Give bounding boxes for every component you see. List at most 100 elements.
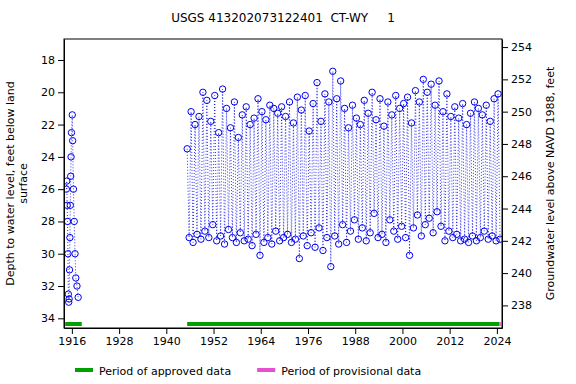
data-point <box>310 100 316 106</box>
tick-label: 250 <box>511 106 532 119</box>
data-point <box>298 107 304 113</box>
data-point <box>389 112 395 118</box>
data-point <box>314 79 320 85</box>
data-point <box>343 239 349 245</box>
tick: 1964 <box>247 328 275 348</box>
data-point <box>367 230 373 236</box>
data-point <box>420 76 426 82</box>
data-point <box>74 283 80 289</box>
data-point <box>357 121 363 127</box>
data-point <box>324 234 330 240</box>
data-point <box>265 234 271 240</box>
data-point <box>335 241 341 247</box>
data-point <box>416 99 422 105</box>
data-point <box>412 87 418 93</box>
data-point <box>290 120 296 126</box>
tick: 2012 <box>436 328 464 348</box>
tick: 1976 <box>294 328 322 348</box>
data-point <box>345 125 351 131</box>
tick-mark <box>502 112 508 113</box>
data-point <box>353 115 359 121</box>
tick-label: 30 <box>41 248 55 261</box>
data-point <box>434 209 440 215</box>
data-point <box>269 241 275 247</box>
data-point <box>231 99 237 105</box>
data-point <box>398 223 404 229</box>
data-point <box>235 134 241 140</box>
axis-line <box>65 328 503 329</box>
data-point <box>210 221 216 227</box>
data-point <box>259 108 265 114</box>
tick-label: 244 <box>511 203 532 216</box>
data-point <box>377 96 383 102</box>
tick: 1928 <box>106 328 134 348</box>
tick-mark <box>261 328 262 334</box>
y2-axis: 238240242244246248250252254 <box>502 40 532 329</box>
data-point <box>349 102 355 108</box>
legend-label: Period of approved data <box>99 365 231 378</box>
tick-mark <box>450 328 451 334</box>
data-point <box>253 231 259 237</box>
data-period <box>499 322 501 326</box>
data-point <box>306 128 312 134</box>
data-point <box>223 105 229 111</box>
data-point <box>247 121 253 127</box>
tick-mark <box>308 328 309 334</box>
tick: 2000 <box>389 328 417 348</box>
data-point <box>304 242 310 248</box>
data-point <box>68 154 74 160</box>
axis-line <box>502 40 503 329</box>
data-point <box>404 94 410 100</box>
data-point <box>359 225 365 231</box>
data-point <box>233 239 239 245</box>
data-point <box>212 92 218 98</box>
tick-mark <box>214 328 215 334</box>
data-point <box>71 218 77 224</box>
data-point <box>391 228 397 234</box>
tick-mark <box>72 328 73 334</box>
data-point <box>318 118 324 124</box>
data-point <box>75 294 81 300</box>
tick-mark <box>58 254 64 255</box>
tick: 34 <box>41 312 64 325</box>
data-point <box>330 68 336 74</box>
data-point <box>320 247 326 253</box>
data-period <box>187 322 499 326</box>
series-line <box>66 71 500 302</box>
data-point <box>438 223 444 229</box>
data-point <box>308 230 314 236</box>
tick-label: 20 <box>41 86 55 99</box>
x-axis: 1916192819401952196419761988200020122024 <box>58 328 511 348</box>
data-point <box>237 230 243 236</box>
data-point <box>282 113 288 119</box>
legend-label: Period of provisional data <box>281 365 421 378</box>
data-point <box>202 228 208 234</box>
data-point <box>243 104 249 110</box>
data-point <box>369 89 375 95</box>
tick-label: 1988 <box>342 335 370 348</box>
tick-mark <box>502 144 508 145</box>
data-point <box>456 115 462 121</box>
data-point <box>219 86 225 92</box>
data-point <box>471 99 477 105</box>
legend: Period of approved data Period of provisi… <box>75 365 421 378</box>
data-point <box>337 78 343 84</box>
tick-label: 254 <box>511 41 532 54</box>
data-period <box>65 322 82 326</box>
tick: 1916 <box>58 328 86 348</box>
data-point <box>67 202 73 208</box>
data-point <box>467 110 473 116</box>
data-point <box>497 236 502 242</box>
tick-label: 1916 <box>58 335 86 348</box>
data-point <box>395 236 401 242</box>
tick-label: 246 <box>511 170 532 183</box>
data-point <box>286 99 292 105</box>
data-point <box>302 92 308 98</box>
data-point <box>448 113 454 119</box>
data-point <box>481 228 487 234</box>
tick: 2024 <box>483 328 511 348</box>
data-point <box>69 112 75 118</box>
data-point <box>184 146 190 152</box>
data-point <box>373 117 379 123</box>
data-point <box>300 233 306 239</box>
